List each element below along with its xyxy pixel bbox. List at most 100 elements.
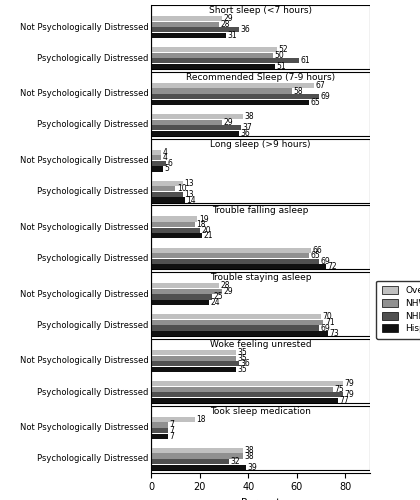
- Text: Psychologically Distressed: Psychologically Distressed: [37, 120, 149, 130]
- Text: 29: 29: [223, 14, 233, 23]
- Text: Long sleep (>9 hours): Long sleep (>9 hours): [210, 140, 311, 148]
- Text: 32: 32: [230, 457, 240, 466]
- Text: 52: 52: [279, 46, 289, 54]
- Bar: [151, 428, 168, 433]
- Bar: [151, 192, 183, 197]
- Bar: [151, 361, 239, 366]
- Text: 37: 37: [242, 123, 252, 132]
- Bar: [151, 253, 309, 258]
- Text: Woke feeling unrested: Woke feeling unrested: [210, 340, 311, 349]
- Bar: [151, 83, 314, 88]
- Text: 7: 7: [170, 426, 175, 435]
- Bar: [151, 206, 370, 270]
- Text: 65: 65: [310, 98, 320, 106]
- Text: 66: 66: [313, 246, 323, 254]
- Bar: [151, 114, 244, 119]
- Text: 19: 19: [199, 214, 208, 224]
- Text: 18: 18: [196, 220, 206, 229]
- Text: 69: 69: [320, 92, 330, 101]
- Text: Psychologically Distressed: Psychologically Distressed: [37, 388, 149, 396]
- Bar: [151, 120, 222, 124]
- Bar: [151, 47, 277, 52]
- Bar: [151, 138, 370, 202]
- Text: 70: 70: [323, 312, 332, 322]
- Bar: [151, 166, 163, 172]
- Text: 7: 7: [170, 420, 175, 430]
- Text: 7: 7: [170, 432, 175, 440]
- Text: Psychologically Distressed: Psychologically Distressed: [37, 454, 149, 464]
- Bar: [151, 406, 370, 469]
- Bar: [151, 422, 168, 428]
- Bar: [151, 294, 212, 300]
- Text: 31: 31: [228, 31, 237, 40]
- Bar: [151, 130, 239, 136]
- Text: 4: 4: [163, 154, 167, 162]
- Text: 38: 38: [245, 112, 255, 121]
- Bar: [151, 53, 273, 58]
- Bar: [151, 434, 168, 438]
- Bar: [151, 161, 166, 166]
- Text: 14: 14: [186, 196, 196, 204]
- Bar: [151, 125, 241, 130]
- Text: 35: 35: [238, 348, 247, 357]
- Text: 21: 21: [204, 231, 213, 240]
- Text: Not Psychologically Distressed: Not Psychologically Distressed: [20, 223, 149, 232]
- Bar: [151, 248, 311, 252]
- Bar: [151, 314, 321, 320]
- Text: 35: 35: [238, 365, 247, 374]
- Text: 61: 61: [301, 56, 310, 66]
- Text: 13: 13: [184, 190, 194, 199]
- Bar: [151, 33, 226, 38]
- Text: Recommended Sleep (7-9 hours): Recommended Sleep (7-9 hours): [186, 73, 335, 82]
- Bar: [151, 198, 185, 202]
- Bar: [151, 284, 219, 288]
- Bar: [151, 5, 370, 69]
- Legend: Overall, NHW, NHB, Hispanic: Overall, NHW, NHB, Hispanic: [376, 280, 420, 339]
- Text: Not Psychologically Distressed: Not Psychologically Distressed: [20, 423, 149, 432]
- Bar: [151, 22, 219, 27]
- Text: 51: 51: [276, 62, 286, 71]
- Bar: [151, 350, 236, 355]
- Text: 6: 6: [167, 159, 172, 168]
- Bar: [151, 459, 229, 464]
- Text: 69: 69: [320, 324, 330, 332]
- Text: 5: 5: [165, 164, 170, 173]
- Bar: [151, 181, 183, 186]
- Text: Psychologically Distressed: Psychologically Distressed: [37, 187, 149, 196]
- Text: 28: 28: [220, 20, 230, 28]
- Bar: [151, 448, 244, 453]
- Bar: [151, 72, 370, 136]
- Bar: [151, 464, 246, 469]
- Text: Psychologically Distressed: Psychologically Distressed: [37, 254, 149, 263]
- Text: 29: 29: [223, 118, 233, 126]
- Bar: [151, 454, 244, 458]
- Bar: [151, 258, 319, 264]
- Bar: [151, 94, 319, 99]
- Text: 79: 79: [344, 379, 354, 388]
- Bar: [151, 16, 222, 21]
- Bar: [151, 64, 275, 69]
- Text: Not Psychologically Distressed: Not Psychologically Distressed: [20, 22, 149, 32]
- Text: 79: 79: [344, 390, 354, 400]
- Text: 50: 50: [274, 51, 284, 60]
- Bar: [151, 264, 326, 270]
- Text: 36: 36: [240, 359, 250, 368]
- Bar: [151, 233, 202, 238]
- Bar: [151, 156, 161, 160]
- Text: 24: 24: [211, 298, 220, 307]
- Text: 38: 38: [245, 452, 255, 460]
- Bar: [151, 356, 236, 360]
- Text: Took sleep medication: Took sleep medication: [210, 407, 311, 416]
- Bar: [151, 289, 222, 294]
- Text: 36: 36: [240, 26, 250, 35]
- Bar: [151, 100, 309, 104]
- Text: 65: 65: [310, 251, 320, 260]
- Text: Not Psychologically Distressed: Not Psychologically Distressed: [20, 356, 149, 366]
- Bar: [151, 339, 370, 403]
- Bar: [151, 58, 299, 64]
- Bar: [151, 417, 195, 422]
- Text: Not Psychologically Distressed: Not Psychologically Distressed: [20, 156, 149, 165]
- Text: 20: 20: [201, 226, 211, 234]
- Bar: [151, 381, 343, 386]
- Text: Psychologically Distressed: Psychologically Distressed: [37, 320, 149, 330]
